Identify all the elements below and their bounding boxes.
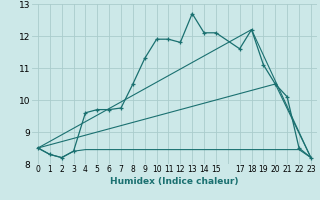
X-axis label: Humidex (Indice chaleur): Humidex (Indice chaleur) [110, 177, 239, 186]
